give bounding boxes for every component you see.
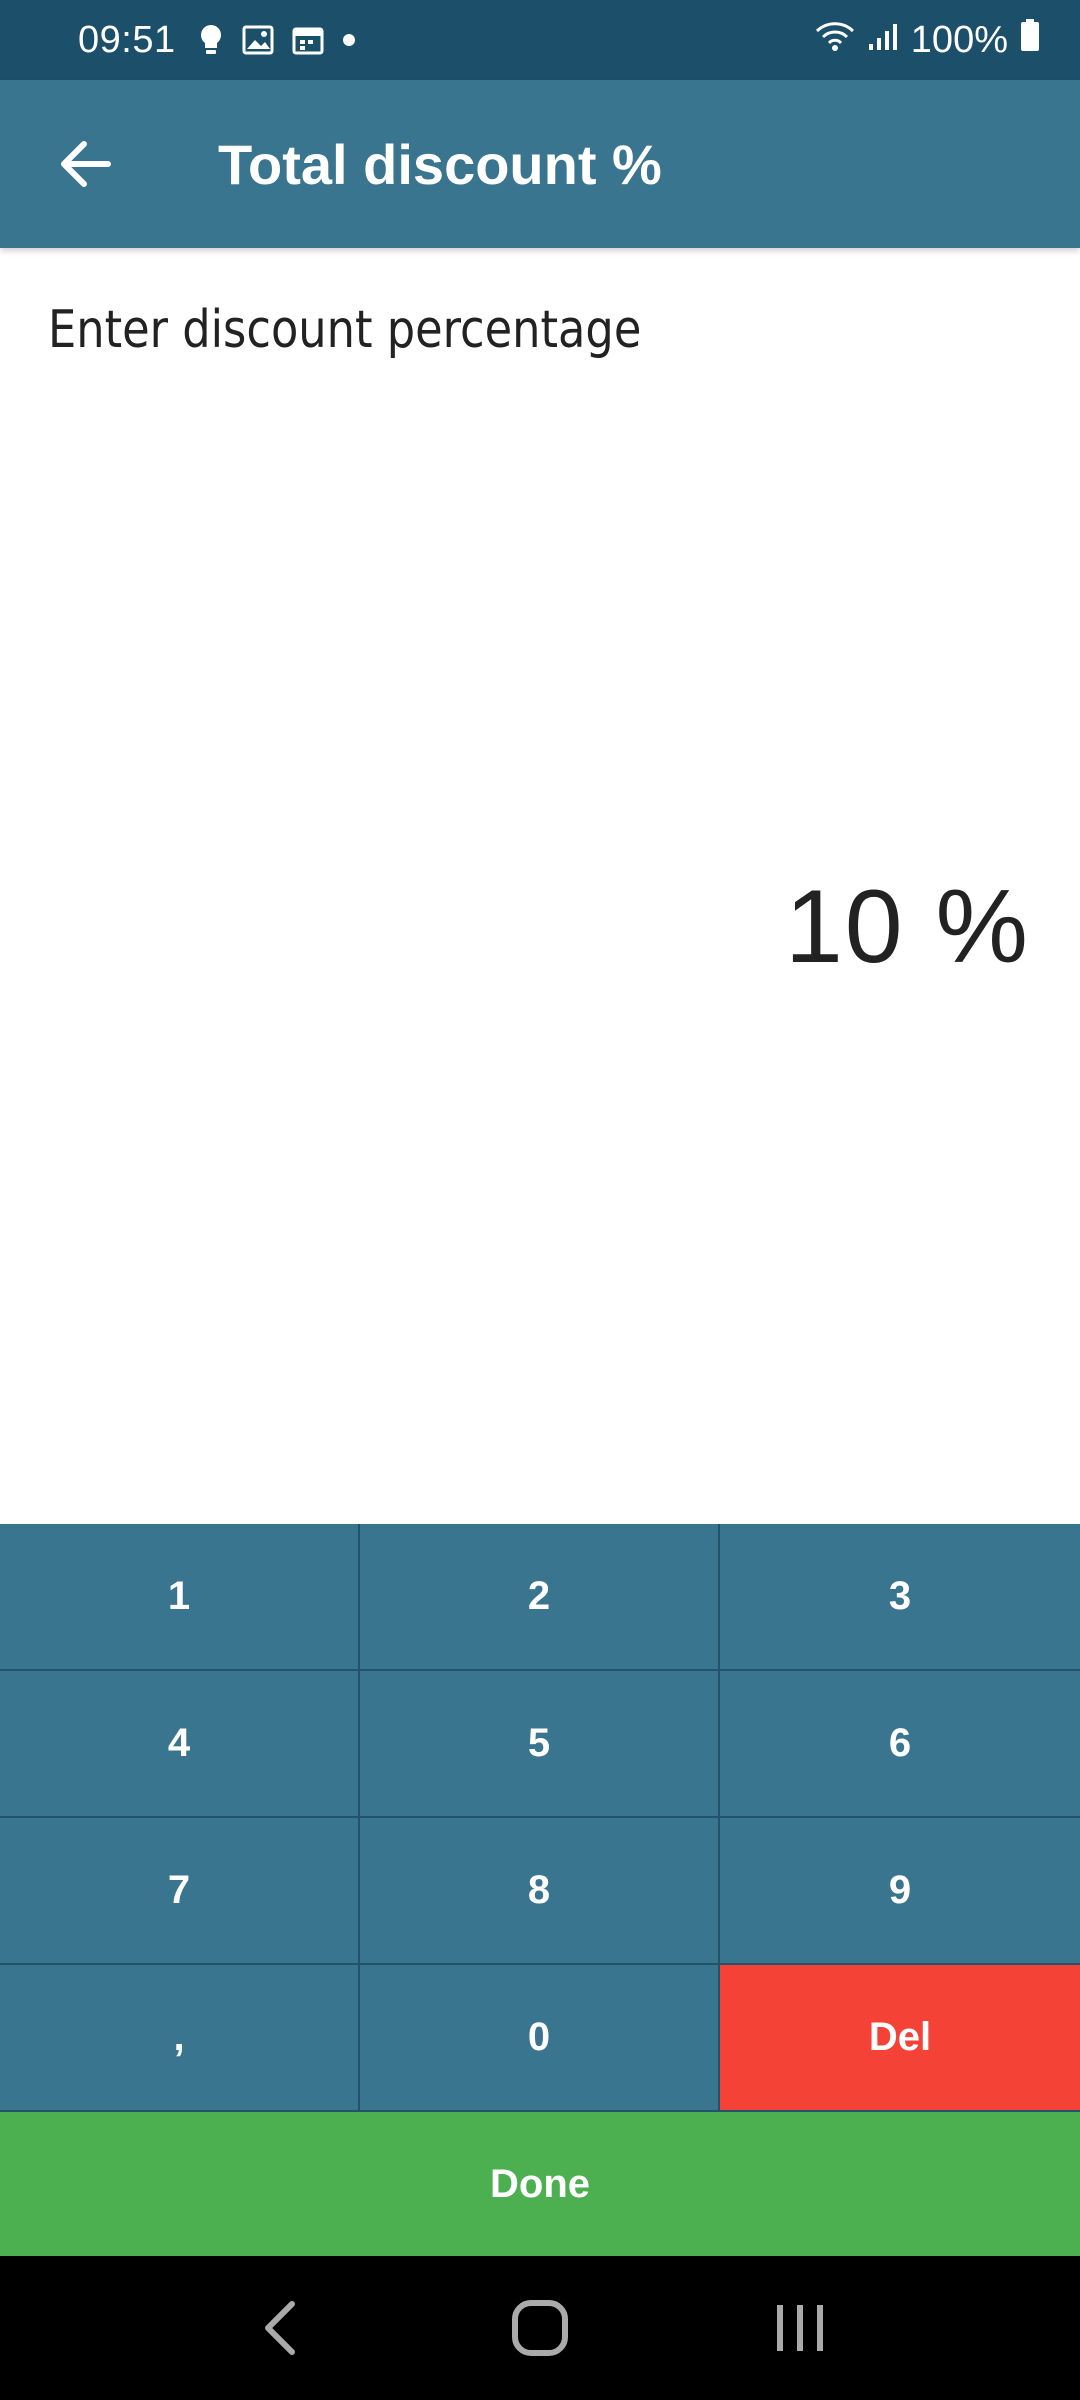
numeric-keypad: 1 2 3 4 5 6 7 8 9 , 0 Del (0, 1524, 1080, 2112)
system-nav-bar (0, 2256, 1080, 2400)
key-7[interactable]: 7 (0, 1818, 360, 1965)
notification-icons (198, 23, 356, 57)
bulb-icon (198, 23, 224, 57)
delete-button[interactable]: Del (720, 1965, 1080, 2112)
image-icon (242, 25, 274, 55)
back-button[interactable] (46, 125, 124, 203)
nav-back-button[interactable] (235, 2283, 325, 2373)
wifi-icon (815, 19, 855, 62)
key-9[interactable]: 9 (720, 1818, 1080, 1965)
signal-icon (867, 19, 899, 62)
key-2[interactable]: 2 (360, 1524, 720, 1671)
arrow-left-icon (61, 141, 111, 187)
nav-back-icon (265, 2301, 295, 2355)
discount-value-display: 10 % (784, 869, 1030, 985)
done-button[interactable]: Done (0, 2112, 1080, 2256)
status-time: 09:51 (78, 18, 176, 61)
battery-icon (1020, 18, 1040, 62)
prompt-label: Enter discount percentage (48, 300, 642, 360)
battery-percentage: 100% (910, 18, 1008, 61)
page-title: Total discount % (218, 132, 662, 196)
nav-home-button[interactable] (495, 2283, 585, 2373)
status-bar: 09:51 100% (0, 0, 1080, 80)
key-3[interactable]: 3 (720, 1524, 1080, 1671)
dot-icon (342, 33, 356, 47)
key-1[interactable]: 1 (0, 1524, 360, 1671)
key-4[interactable]: 4 (0, 1671, 360, 1818)
key-6[interactable]: 6 (720, 1671, 1080, 1818)
nav-recents-icon (777, 2305, 823, 2351)
key-0[interactable]: 0 (360, 1965, 720, 2112)
calendar-icon (292, 25, 324, 55)
key-8[interactable]: 8 (360, 1818, 720, 1965)
app-bar: Total discount % (0, 80, 1080, 248)
key-comma[interactable]: , (0, 1965, 360, 2112)
nav-home-icon (512, 2300, 568, 2356)
nav-recents-button[interactable] (755, 2283, 845, 2373)
key-5[interactable]: 5 (360, 1671, 720, 1818)
